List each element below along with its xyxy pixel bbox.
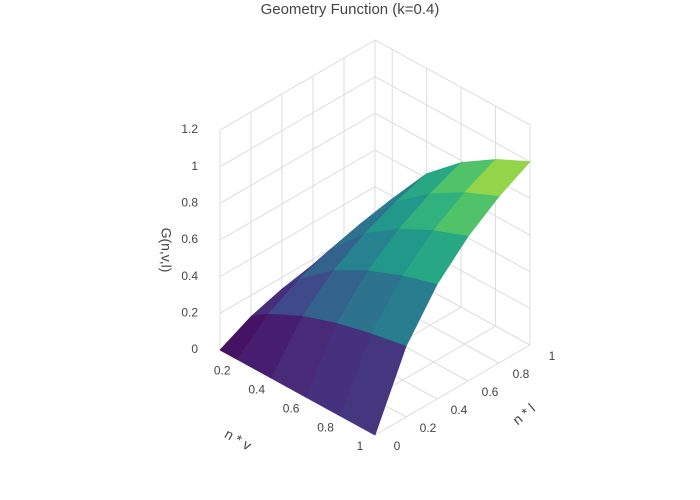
grid-line	[374, 39, 531, 126]
z-tick-label: 1.2	[181, 122, 198, 136]
surface-patch	[340, 333, 407, 436]
labels: 0.2 0.4 0.6 0.8 1 0 0.2 0.4 0.6 0.8 1 0 0.2 0.4 0.6 0.8…	[158, 122, 555, 453]
z-tick-label: 0.2	[181, 306, 198, 320]
x-tick-label: 0.8	[317, 420, 334, 434]
z-tick-label: 0.8	[181, 196, 198, 210]
chart-title: Geometry Function (k=0.4)	[261, 1, 440, 18]
grid-line	[219, 39, 376, 131]
y-tick-label: 1	[549, 349, 556, 363]
grid-line	[219, 149, 376, 241]
grid-line	[219, 76, 376, 168]
y-tick-label: 0	[394, 439, 401, 453]
x-tick-label: 0.6	[283, 401, 300, 415]
x-tick-label: 0.4	[248, 383, 265, 397]
z-tick-label: 1	[191, 159, 198, 173]
x-tick-label: 1	[357, 439, 364, 453]
y-tick-label: 0.4	[451, 403, 468, 417]
z-tick-label: 0.6	[181, 232, 198, 246]
x-tick-label: 0.2	[214, 364, 231, 378]
z-axis-label: G(n,v,l)	[158, 228, 174, 273]
grid-line	[374, 76, 531, 163]
y-tick-label: 0.2	[420, 421, 437, 435]
surface	[219, 159, 531, 436]
grid-line	[219, 112, 376, 204]
grid-line	[219, 186, 376, 278]
z-tick-label: 0	[191, 342, 198, 356]
x-axis-label: n * v	[222, 425, 254, 453]
z-tick-label: 0.4	[181, 269, 198, 283]
y-tick-label: 0.8	[513, 367, 530, 381]
y-tick-label: 0.6	[482, 385, 499, 399]
y-axis-label: n * l	[509, 400, 538, 428]
grid-line	[374, 344, 531, 436]
